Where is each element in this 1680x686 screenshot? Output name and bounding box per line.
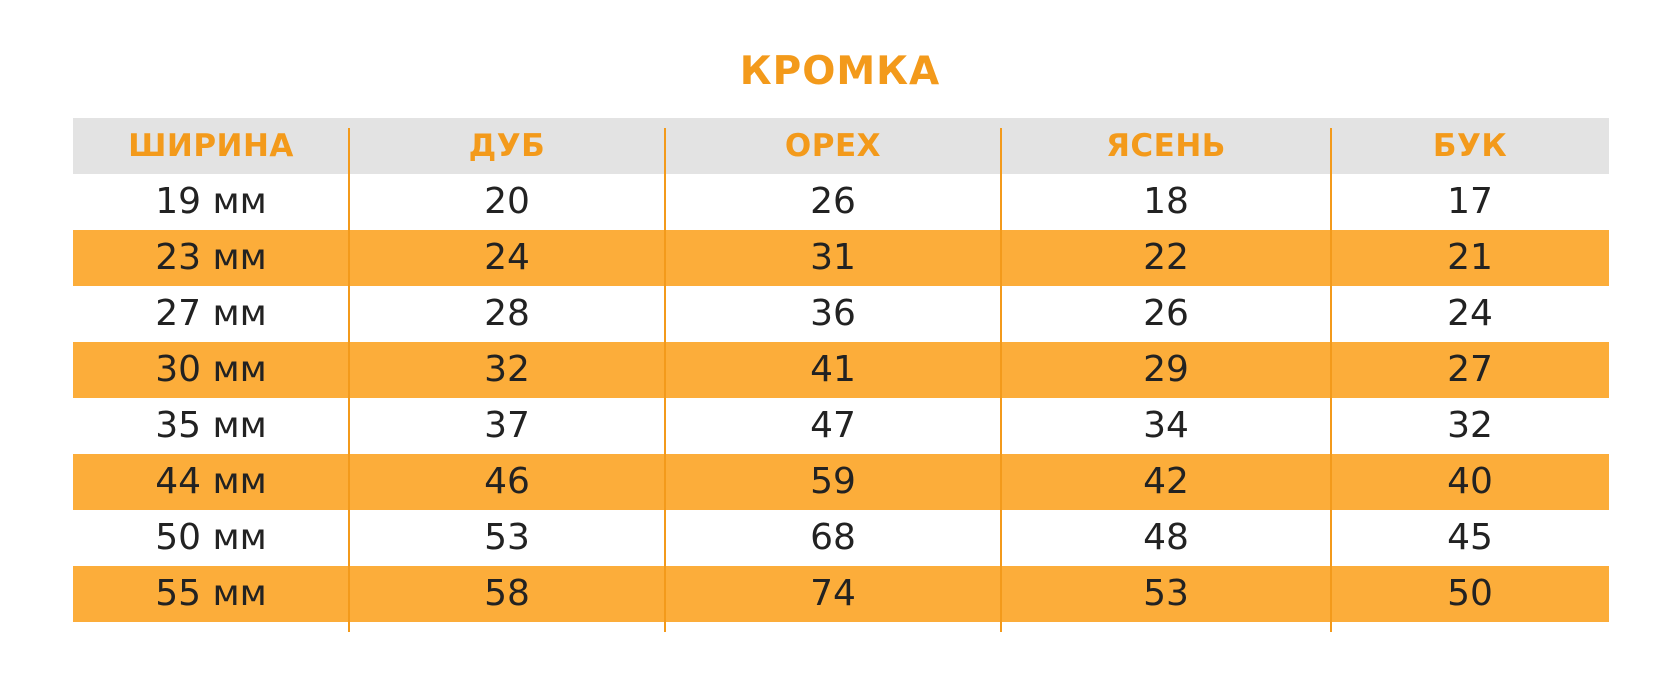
table-cell: 17 <box>1447 181 1493 222</box>
table-cell: 59 <box>810 461 856 502</box>
table-cell: 41 <box>810 349 856 390</box>
table-cell: 24 <box>484 237 530 278</box>
table-cell: 50 мм <box>155 517 267 558</box>
table-header-row: ШИРИНА ДУБ ОРЕХ ЯСЕНЬ БУК <box>73 118 1609 174</box>
table-cell: 27 мм <box>155 293 267 334</box>
table-cell: 32 <box>1447 405 1493 446</box>
table-cell: 19 мм <box>155 181 267 222</box>
table-cell: 53 <box>484 517 530 558</box>
table-cell: 28 <box>484 293 530 334</box>
table-cell: 18 <box>1143 181 1189 222</box>
table-row: 35 мм 37 47 34 32 <box>73 398 1609 454</box>
column-divider <box>348 128 350 632</box>
column-divider <box>664 128 666 632</box>
table-cell: 34 <box>1143 405 1189 446</box>
column-header-width: ШИРИНА <box>128 128 294 164</box>
table-row: 19 мм 20 26 18 17 <box>73 174 1609 230</box>
table-cell: 48 <box>1143 517 1189 558</box>
column-header-oak: ДУБ <box>468 128 546 164</box>
table-cell: 20 <box>484 181 530 222</box>
table-cell: 68 <box>810 517 856 558</box>
table-cell: 24 <box>1447 293 1493 334</box>
table-cell: 58 <box>484 573 530 614</box>
table-cell: 30 мм <box>155 349 267 390</box>
page-title: КРОМКА <box>739 49 941 94</box>
table-cell: 53 <box>1143 573 1189 614</box>
table-cell: 37 <box>484 405 530 446</box>
table-row: 44 мм 46 59 42 40 <box>73 454 1609 510</box>
table-cell: 74 <box>810 573 856 614</box>
column-divider <box>1330 128 1332 632</box>
table-row: 23 мм 24 31 22 21 <box>73 230 1609 286</box>
table-row: 30 мм 32 41 29 27 <box>73 342 1609 398</box>
table-cell: 22 <box>1143 237 1189 278</box>
table-row: 55 мм 58 74 53 50 <box>73 566 1609 622</box>
table-row: 27 мм 28 36 26 24 <box>73 286 1609 342</box>
table-cell: 47 <box>810 405 856 446</box>
table-cell: 21 <box>1447 237 1493 278</box>
column-divider <box>1000 128 1002 632</box>
price-table: ШИРИНА ДУБ ОРЕХ ЯСЕНЬ БУК 19 мм 20 26 18… <box>73 118 1609 632</box>
column-header-walnut: ОРЕХ <box>784 128 882 164</box>
table-cell: 46 <box>484 461 530 502</box>
table-cell: 26 <box>1143 293 1189 334</box>
table-cell: 55 мм <box>155 573 267 614</box>
column-header-ash: ЯСЕНЬ <box>1106 128 1226 164</box>
table-cell: 44 мм <box>155 461 267 502</box>
table-cell: 50 <box>1447 573 1493 614</box>
table-cell: 23 мм <box>155 237 267 278</box>
table-cell: 32 <box>484 349 530 390</box>
table-cell: 26 <box>810 181 856 222</box>
table-cell: 29 <box>1143 349 1189 390</box>
column-header-beech: БУК <box>1432 128 1508 164</box>
table-cell: 42 <box>1143 461 1189 502</box>
table-cell: 45 <box>1447 517 1493 558</box>
table-cell: 35 мм <box>155 405 267 446</box>
table-cell: 40 <box>1447 461 1493 502</box>
table-cell: 36 <box>810 293 856 334</box>
table-cell: 31 <box>810 237 856 278</box>
table-cell: 27 <box>1447 349 1493 390</box>
table-row: 50 мм 53 68 48 45 <box>73 510 1609 566</box>
